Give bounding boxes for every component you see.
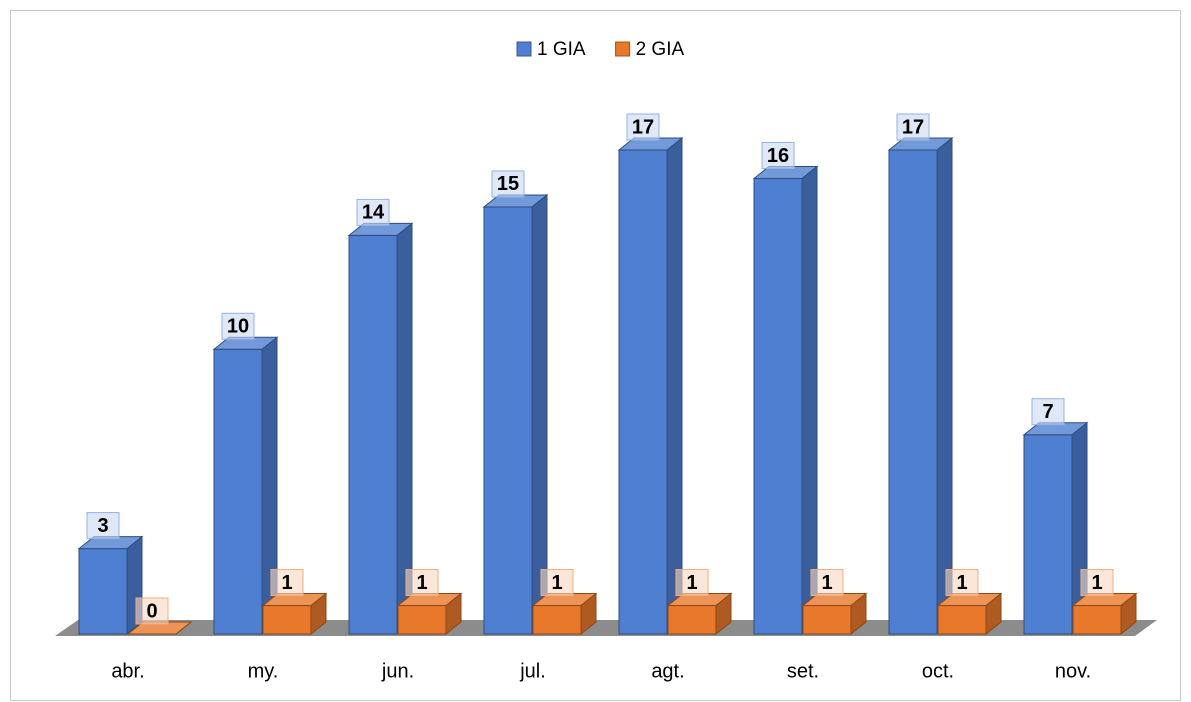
- data-label-box: [221, 312, 255, 340]
- data-label: 1: [956, 572, 967, 594]
- bar-front: [618, 149, 668, 635]
- bar-front: [348, 234, 398, 635]
- legend-label: 1 GIA: [537, 39, 586, 60]
- data-label: 10: [227, 316, 249, 338]
- bar-front: [483, 206, 533, 635]
- bar-top: [531, 593, 598, 607]
- x-tick-label: jul.: [519, 660, 546, 682]
- data-label: 3: [97, 515, 108, 537]
- bar-top: [396, 593, 463, 607]
- data-label-box: [540, 569, 574, 597]
- data-label: 17: [632, 116, 654, 138]
- x-tick-label: nov.: [1055, 660, 1091, 682]
- x-tick-label: abr.: [111, 660, 144, 682]
- bar-front: [78, 548, 128, 635]
- data-label-box: [405, 569, 439, 597]
- data-label-box: [1080, 569, 1114, 597]
- bar-front: [937, 605, 987, 635]
- bar-top: [261, 593, 328, 607]
- legend-swatch: [615, 41, 631, 57]
- x-tick-label: my.: [248, 660, 279, 682]
- data-label-box: [761, 141, 795, 169]
- data-label-box: [675, 569, 709, 597]
- bar-side: [936, 136, 953, 636]
- bar-front: [1023, 434, 1073, 635]
- data-label-box: [810, 569, 844, 597]
- bar-front: [1072, 605, 1122, 635]
- data-label-box: [135, 597, 169, 625]
- x-tick-label: set.: [787, 660, 819, 682]
- bar-top: [1022, 422, 1089, 436]
- data-label-box: [491, 170, 525, 198]
- data-label: 1: [686, 572, 697, 594]
- data-label: 14: [362, 202, 385, 224]
- data-label: 17: [902, 116, 924, 138]
- legend-swatch: [516, 41, 532, 57]
- bar-top: [126, 621, 193, 635]
- data-label-box: [270, 569, 304, 597]
- bar-front: [753, 177, 803, 635]
- floor: [55, 620, 1157, 636]
- data-label: 15: [497, 173, 519, 195]
- data-label: 7: [1042, 401, 1053, 423]
- data-label: 0: [146, 600, 157, 622]
- bar-front: [397, 605, 447, 635]
- x-tick-label: oct.: [922, 660, 954, 682]
- data-label: 1: [551, 572, 562, 594]
- bar-top: [212, 336, 279, 350]
- bar-front: [532, 605, 582, 635]
- bar-front: [888, 149, 938, 635]
- bar-top: [1071, 593, 1138, 607]
- bar-side: [531, 193, 548, 636]
- legend-label: 2 GIA: [636, 39, 685, 60]
- data-label: 16: [767, 145, 789, 167]
- data-label-box: [1031, 398, 1065, 426]
- chart-frame: [10, 10, 1181, 701]
- bar-top: [887, 137, 954, 151]
- bar-front: [802, 605, 852, 635]
- bar-top: [801, 593, 868, 607]
- x-tick-label: jun.: [381, 660, 414, 682]
- bar-side: [666, 136, 683, 636]
- x-tick-label: agt.: [651, 660, 684, 682]
- data-label-box: [356, 198, 390, 226]
- bar-top: [752, 165, 819, 179]
- bar-front: [262, 605, 312, 635]
- bar-side: [801, 165, 818, 636]
- bar-top: [482, 194, 549, 208]
- data-label: 1: [1091, 572, 1102, 594]
- bar-front: [213, 348, 263, 635]
- data-label-box: [896, 113, 930, 141]
- bar-top: [77, 536, 144, 550]
- data-label: 1: [821, 572, 832, 594]
- bar-top: [347, 222, 414, 236]
- data-label-box: [945, 569, 979, 597]
- data-label-box: [86, 512, 120, 540]
- data-label-box: [626, 113, 660, 141]
- bar-front: [667, 605, 717, 635]
- bar-top: [936, 593, 1003, 607]
- data-label: 1: [416, 572, 427, 594]
- data-label: 1: [281, 572, 292, 594]
- bar-top: [666, 593, 733, 607]
- bar-top: [617, 137, 684, 151]
